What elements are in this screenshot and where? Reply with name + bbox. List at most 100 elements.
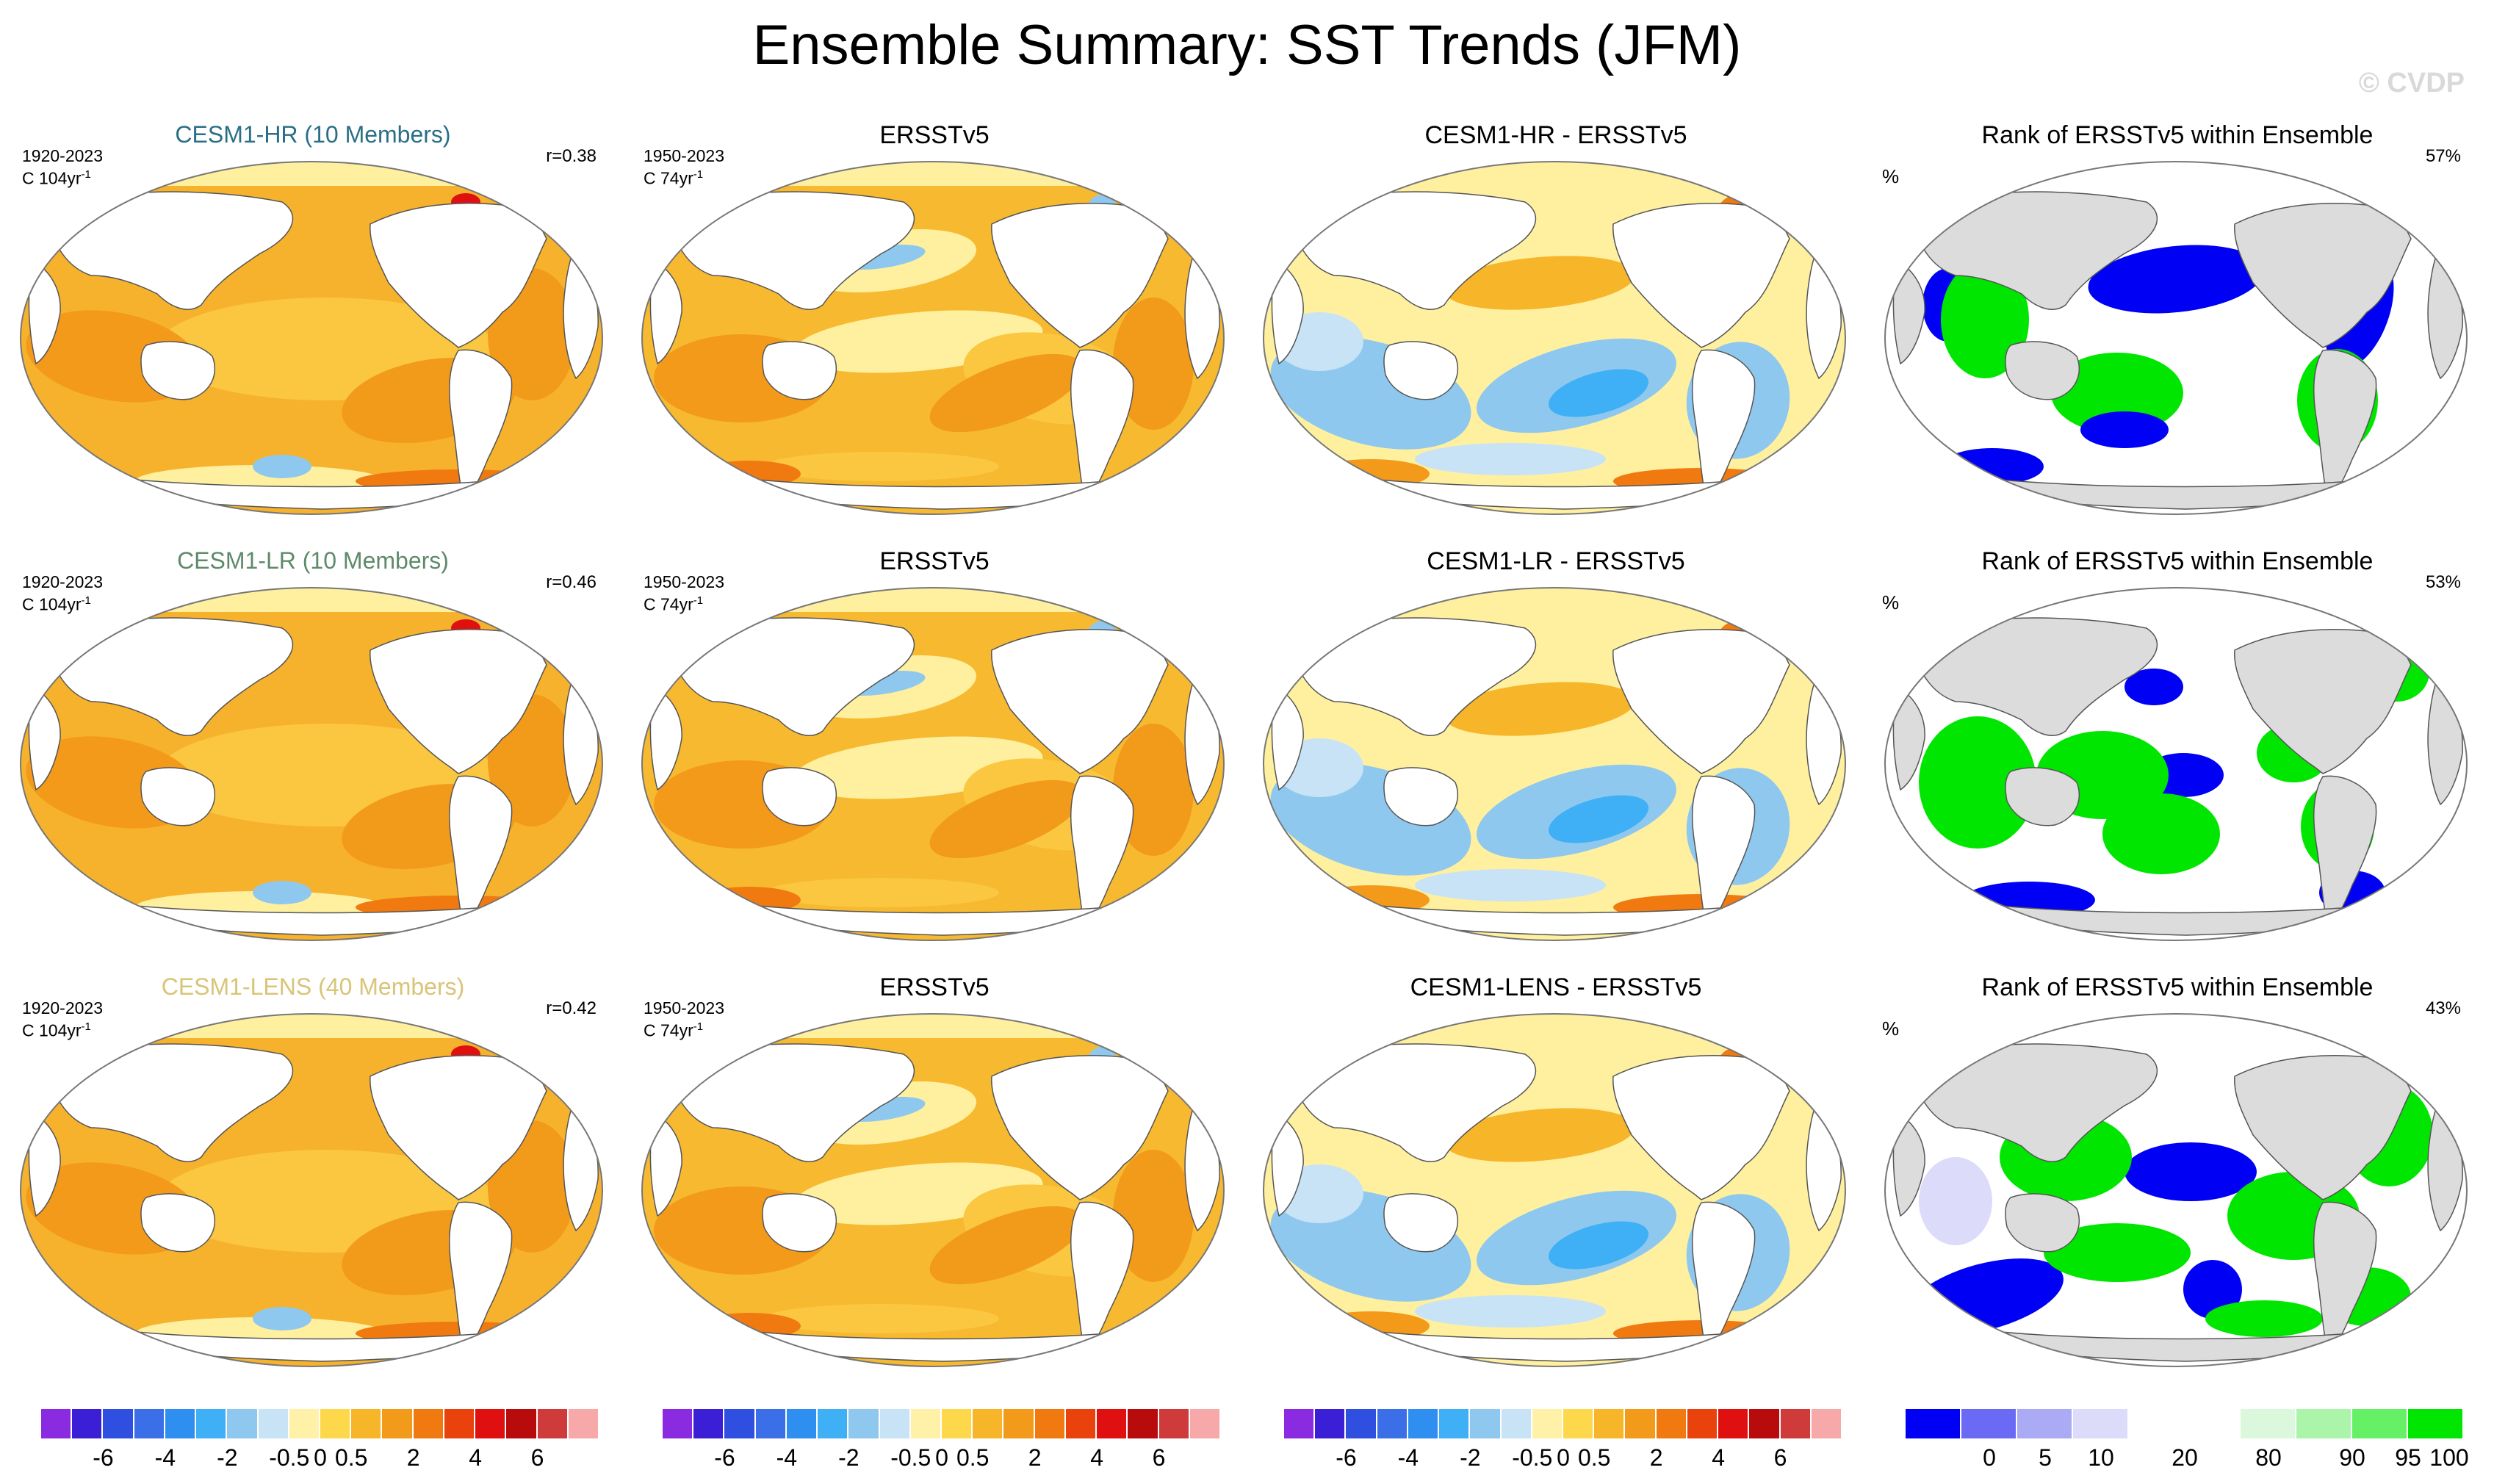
- land-mass: [2005, 1193, 2080, 1253]
- colorbar-label: 6: [1773, 1444, 1787, 1471]
- colorbar-label: 0.5: [956, 1444, 990, 1471]
- land-mass: [1892, 685, 1925, 791]
- land-mass: [1383, 1193, 1459, 1253]
- rank-map: [1884, 161, 2468, 515]
- colorbar-swatch: [289, 1409, 320, 1438]
- land-mass: [668, 1043, 915, 1162]
- panel-title: CESM1-LENS (40 Members): [161, 973, 465, 1000]
- panel-obs-row1: ERSSTv5 1950-2023 C 74yr-1: [630, 121, 1239, 524]
- panel-title: ERSSTv5: [879, 973, 990, 1001]
- colorbar-label: 0: [1983, 1444, 1996, 1471]
- units-label: C 74yr-1: [644, 165, 724, 188]
- colorbar-swatch: [2073, 1409, 2129, 1438]
- colorbar-swatch: [1687, 1409, 1719, 1438]
- colorbar-swatch: [258, 1409, 289, 1438]
- colorbar-label: -2: [838, 1444, 859, 1471]
- colorbar-swatch: [1749, 1409, 1781, 1438]
- colorbar-swatch: [2241, 1409, 2296, 1438]
- colorbar-swatch: [1189, 1409, 1221, 1438]
- watermark: © CVDP: [2358, 68, 2465, 98]
- panel-model-row1: CESM1-HR (10 Members) 1920-2023 C 104yr-1 r…: [9, 121, 617, 524]
- map-outline: [1263, 587, 1846, 941]
- land-mass: [2005, 341, 2080, 400]
- units-exponent: -1: [81, 168, 91, 181]
- colorbar-swatches: [1284, 1409, 1842, 1438]
- colorbar-swatch: [1470, 1409, 1502, 1438]
- colorbar-swatch: [1718, 1409, 1750, 1438]
- map-outline: [20, 161, 603, 515]
- panel-title: Rank of ERSSTv5 within Ensemble: [1981, 547, 2374, 575]
- panel-title: Rank of ERSSTv5 within Ensemble: [1981, 973, 2374, 1001]
- colorbar-swatch: [1284, 1409, 1316, 1438]
- colorbar-label: 10: [2088, 1444, 2114, 1471]
- colorbar-swatch: [1439, 1409, 1471, 1438]
- colorbar-obs: -6 -4 -2 -0.5 0 0.5 2 4 6: [663, 1409, 1221, 1479]
- colorbar-swatches: [41, 1409, 599, 1438]
- colorbar-label: 0: [935, 1444, 948, 1471]
- land-mass: [1892, 1112, 1925, 1217]
- colorbar-swatch: [103, 1409, 134, 1438]
- colorbar-swatch: [786, 1409, 818, 1438]
- units-exponent: -1: [81, 1020, 91, 1033]
- period-label: 1950-2023: [644, 998, 724, 1017]
- colorbar-label: -4: [154, 1444, 176, 1471]
- land-mass: [370, 203, 547, 348]
- colorbar-model: -6 -4 -2 -0.5 0 0.5 2 4 6: [41, 1409, 599, 1479]
- land-mass: [46, 1043, 294, 1162]
- colorbar-swatch: [444, 1409, 476, 1438]
- percent-label: %: [1882, 591, 1900, 613]
- units-label: C 74yr-1: [644, 591, 724, 614]
- colorbar-swatch: [227, 1409, 259, 1438]
- units-text: C 74yr: [644, 168, 693, 188]
- units-label: C 104yr-1: [22, 591, 103, 614]
- colorbar-swatch: [1563, 1409, 1595, 1438]
- land-mass: [1612, 629, 1790, 774]
- panel-model-row2: CESM1-LR (10 Members) 1920-2023 C 104yr-1 r…: [9, 547, 617, 950]
- colorbar-swatches: [663, 1409, 1221, 1438]
- colorbar-label: 80: [2255, 1444, 2282, 1471]
- colorbar-swatch: [413, 1409, 444, 1438]
- land-mass: [1911, 191, 2158, 310]
- land-mass: [28, 1112, 61, 1217]
- land-mass: [46, 191, 294, 310]
- colorbar-label: 0: [314, 1444, 327, 1471]
- rank-percentage: 57%: [2425, 146, 2461, 166]
- rank-map: [1884, 587, 2468, 941]
- units-text: C 74yr: [644, 1020, 693, 1040]
- units-text: C 74yr: [644, 594, 693, 614]
- land-mass: [1289, 617, 1537, 736]
- colorbar-swatch: [818, 1409, 849, 1438]
- period-units-label: 1950-2023 C 74yr-1: [644, 146, 724, 188]
- colorbar-label: 6: [1152, 1444, 1166, 1471]
- land-mass: [2234, 203, 2412, 348]
- colorbar-swatch: [724, 1409, 756, 1438]
- land-mass: [762, 341, 837, 400]
- colorbar-swatch: [1501, 1409, 1532, 1438]
- units-label: C 104yr-1: [22, 1017, 103, 1040]
- period-label: 1920-2023: [22, 572, 103, 591]
- land-mass: [140, 1193, 216, 1253]
- land-mass: [370, 629, 547, 774]
- map-outline: [1263, 1013, 1846, 1367]
- colorbar-swatch: [1065, 1409, 1098, 1438]
- colorbar-swatch: [41, 1409, 73, 1438]
- colorbar-swatch: [1625, 1409, 1657, 1438]
- colorbar-swatch: [1003, 1409, 1035, 1438]
- units-text: C 104yr: [22, 168, 82, 188]
- colorbar-swatches: [1906, 1409, 2464, 1438]
- colorbar-label: -4: [1397, 1444, 1419, 1471]
- panel-obs-row2: ERSSTv5 1950-2023 C 74yr-1: [630, 547, 1239, 950]
- units-exponent: -1: [693, 168, 704, 181]
- period-units-label: 1920-2023 C 104yr-1: [22, 572, 103, 614]
- land-mass: [1289, 191, 1537, 310]
- sst-trend-map: [1263, 161, 1846, 515]
- colorbar-label: -6: [714, 1444, 735, 1471]
- period-label: 1950-2023: [644, 146, 724, 165]
- rank-map: [1884, 1013, 2468, 1367]
- units-exponent: -1: [693, 1020, 704, 1033]
- colorbar-swatch: [1811, 1409, 1842, 1438]
- colorbar-swatch: [1315, 1409, 1347, 1438]
- panel-title: ERSSTv5: [879, 121, 990, 149]
- land-mass: [649, 259, 682, 365]
- land-mass: [140, 767, 216, 826]
